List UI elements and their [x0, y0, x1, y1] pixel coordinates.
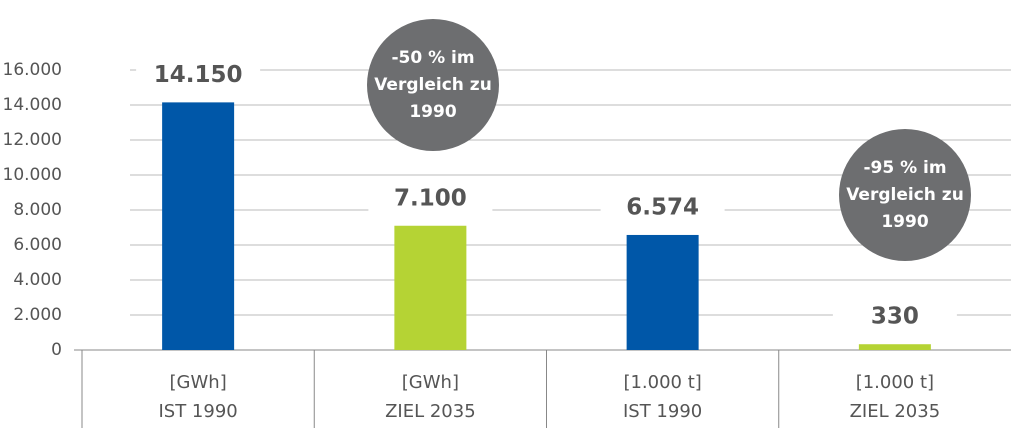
y-tick-label: 4.000 — [13, 270, 62, 290]
y-tick-label: 2.000 — [13, 305, 62, 325]
annotation-circle — [367, 19, 499, 151]
bar — [162, 102, 235, 350]
x-tick-label: [GWh] — [170, 372, 227, 393]
bar — [394, 225, 467, 350]
annotation: 1990 — [409, 102, 456, 122]
value-label: 330 — [871, 304, 919, 330]
y-tick-label: 8.000 — [13, 200, 62, 220]
value-label: 14.150 — [154, 62, 243, 88]
y-tick-label: 6.000 — [13, 235, 62, 255]
x-tick-label: IST 1990 — [623, 401, 702, 422]
y-tick-label: 14.000 — [3, 95, 62, 115]
x-tick-label: [GWh] — [402, 372, 459, 393]
annotation: Vergleich zu — [374, 75, 492, 95]
bar — [858, 344, 931, 350]
y-tick-label: 12.000 — [3, 130, 62, 150]
y-tick-label: 16.000 — [3, 60, 62, 80]
y-tick-label: 0 — [51, 340, 62, 360]
x-tick-label: IST 1990 — [158, 401, 237, 422]
label-bg — [368, 182, 493, 215]
x-tick-label: [1.000 t] — [623, 372, 701, 393]
value-label: 6.574 — [626, 194, 699, 220]
label-bg — [136, 59, 261, 92]
annotation: Vergleich zu — [846, 185, 964, 205]
x-tick-label: ZIEL 2035 — [850, 401, 941, 422]
annotation: -50 % im — [391, 48, 474, 68]
x-tick-label: [1.000 t] — [856, 372, 934, 393]
label-bg — [600, 191, 725, 224]
x-tick-label: ZIEL 2035 — [385, 401, 476, 422]
annotation: -95 % im — [863, 158, 946, 178]
value-label: 7.100 — [394, 185, 467, 211]
bar — [626, 234, 699, 350]
annotation: 1990 — [881, 212, 928, 232]
y-tick-label: 10.000 — [3, 165, 62, 185]
label-bg — [832, 301, 957, 334]
annotation-circle — [839, 129, 971, 261]
